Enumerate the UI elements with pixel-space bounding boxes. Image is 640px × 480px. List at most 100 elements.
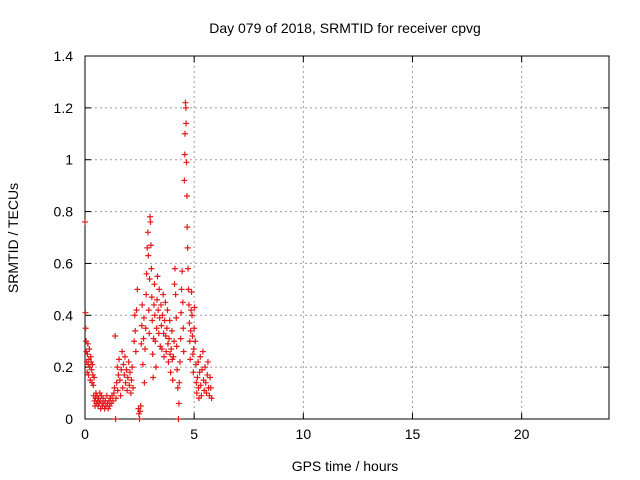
data-point (120, 361, 127, 368)
data-point (139, 361, 146, 368)
data-point (133, 307, 140, 314)
y-tick-label: 1 (65, 152, 73, 168)
data-point (181, 130, 188, 137)
x-tick-label: 20 (514, 426, 530, 442)
data-point (138, 322, 145, 329)
y-tick-label: 0.2 (54, 359, 74, 375)
y-tick-label: 1.4 (54, 48, 74, 64)
data-point (127, 390, 134, 397)
data-point (117, 392, 124, 399)
data-point (191, 325, 198, 332)
data-point (82, 218, 88, 225)
data-point (146, 275, 153, 282)
data-point (162, 299, 169, 306)
data-point (130, 384, 137, 391)
data-point (166, 317, 173, 324)
chart-title: Day 079 of 2018, SRMTID for receiver cpv… (209, 20, 481, 36)
data-point (179, 268, 186, 275)
data-point (146, 330, 153, 337)
data-point (193, 390, 200, 397)
data-point (149, 317, 156, 324)
data-point (151, 312, 158, 319)
data-point (184, 224, 191, 231)
data-point (167, 369, 174, 376)
data-point (89, 361, 96, 368)
data-point (147, 242, 154, 249)
data-point (170, 353, 177, 360)
data-point (202, 364, 209, 371)
data-point (149, 351, 156, 358)
data-point (112, 416, 119, 422)
data-point (142, 325, 149, 332)
data-point (168, 327, 175, 334)
data-point (169, 377, 176, 384)
data-point (123, 366, 130, 373)
data-point (174, 366, 181, 373)
data-point (138, 340, 145, 347)
data-point (131, 312, 138, 319)
data-point (208, 395, 215, 402)
data-point (188, 307, 195, 314)
data-point (125, 358, 132, 365)
x-tick-labels: 0 5 10 15 20 (81, 426, 530, 442)
x-tick-label: 10 (296, 426, 312, 442)
data-point (187, 356, 194, 363)
data-point (199, 366, 206, 373)
x-axis-label: GPS time / hours (292, 458, 399, 474)
x-tick-label: 15 (405, 426, 421, 442)
data-point (175, 400, 182, 407)
data-point (91, 374, 98, 381)
data-point (190, 369, 197, 376)
data-point (121, 353, 128, 360)
data-point (189, 351, 196, 358)
data-point (183, 159, 190, 166)
data-point (137, 408, 144, 415)
data-point (180, 348, 187, 355)
x-tick-label: 5 (190, 426, 198, 442)
data-point (176, 358, 183, 365)
tick-marks (84, 55, 609, 420)
data-point (158, 345, 165, 352)
data-point (144, 229, 151, 236)
data-point (188, 312, 195, 319)
data-point (178, 286, 185, 293)
data-point (172, 291, 179, 298)
data-point (202, 379, 209, 386)
data-point (131, 338, 138, 345)
plot-frame (84, 55, 610, 420)
data-point (136, 416, 143, 422)
data-point (88, 366, 95, 373)
data-point (153, 325, 160, 332)
data-point (111, 384, 118, 391)
data-point (177, 335, 184, 342)
data-point (84, 340, 91, 347)
data-point (203, 390, 210, 397)
data-point (152, 338, 159, 345)
data-point (157, 301, 164, 308)
data-point (184, 244, 191, 251)
data-point (155, 307, 162, 314)
data-point (132, 327, 139, 334)
data-point (176, 379, 183, 386)
data-point (126, 369, 133, 376)
data-point (197, 382, 204, 389)
data-point (174, 384, 181, 391)
data-point (182, 104, 189, 111)
data-point (189, 333, 196, 340)
y-tick-label: 0.6 (54, 255, 74, 271)
y-tick-label: 0.4 (54, 307, 74, 323)
data-point (171, 265, 178, 272)
data-points (82, 99, 215, 422)
data-point (194, 374, 201, 381)
data-point (144, 244, 151, 251)
data-point (181, 151, 188, 158)
data-point (171, 338, 178, 345)
data-point (145, 307, 152, 314)
x-tick-label: 0 (81, 426, 89, 442)
data-point (185, 286, 192, 293)
data-point (143, 270, 150, 277)
data-point (161, 317, 168, 324)
data-point (173, 343, 180, 350)
data-point (173, 314, 180, 321)
